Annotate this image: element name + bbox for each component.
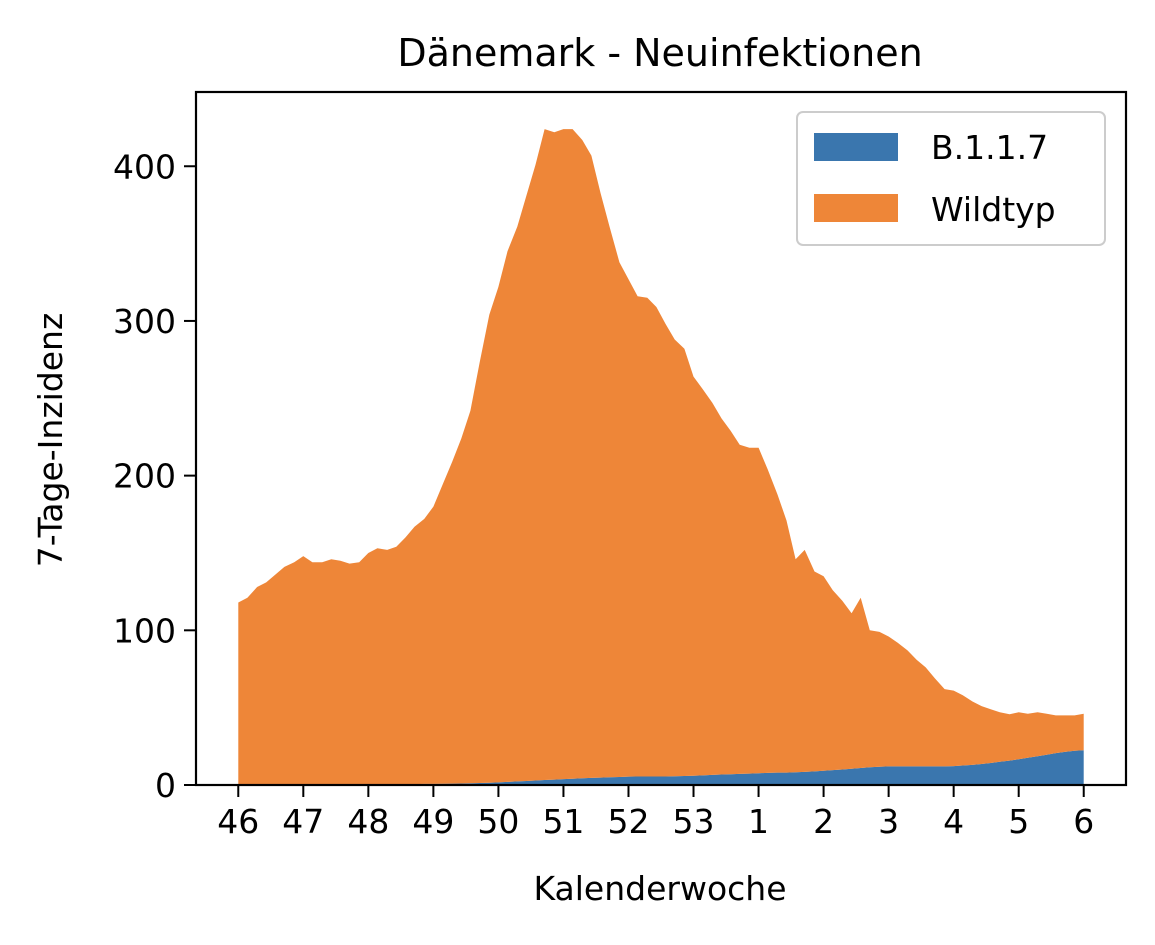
y-tick-label: 0 <box>155 766 176 805</box>
area-layers <box>238 129 1084 785</box>
legend-swatch-b117 <box>814 133 898 161</box>
x-tick-label: 3 <box>878 802 899 841</box>
x-tick-label: 2 <box>813 802 834 841</box>
x-axis: 46 47 48 49 50 51 52 53 1 2 3 4 5 6 <box>217 785 1094 841</box>
area-series-wildtyp <box>238 129 1084 785</box>
y-tick-label: 100 <box>113 611 176 650</box>
x-tick-label: 4 <box>943 802 964 841</box>
legend-swatch-wildtyp <box>814 194 898 222</box>
legend: B.1.1.7 Wildtyp <box>796 111 1106 246</box>
x-tick-label: 48 <box>347 802 389 841</box>
legend-label-b117: B.1.1.7 <box>931 128 1048 167</box>
x-tick-label: 46 <box>217 802 259 841</box>
chart-title: Dänemark - Neuinfektionen <box>397 31 922 75</box>
x-tick-label: 53 <box>673 802 715 841</box>
x-tick-label: 52 <box>607 802 649 841</box>
y-axis: 0 100 200 300 400 <box>113 147 196 805</box>
x-tick-label: 47 <box>282 802 324 841</box>
y-axis-label: 7-Tage-Inzidenz <box>31 313 70 568</box>
x-tick-label: 50 <box>477 802 519 841</box>
x-tick-label: 5 <box>1008 802 1029 841</box>
x-axis-label: Kalenderwoche <box>533 869 786 908</box>
y-tick-label: 300 <box>113 302 176 341</box>
plot-frame <box>194 90 1128 787</box>
area-series-b117 <box>238 750 1084 785</box>
y-tick-label: 400 <box>113 147 176 186</box>
y-tick-label: 200 <box>113 457 176 496</box>
x-tick-label: 6 <box>1073 802 1094 841</box>
legend-label-wildtyp: Wildtyp <box>931 190 1056 229</box>
x-tick-label: 51 <box>542 802 584 841</box>
x-tick-label: 49 <box>412 802 454 841</box>
x-tick-label: 1 <box>748 802 769 841</box>
